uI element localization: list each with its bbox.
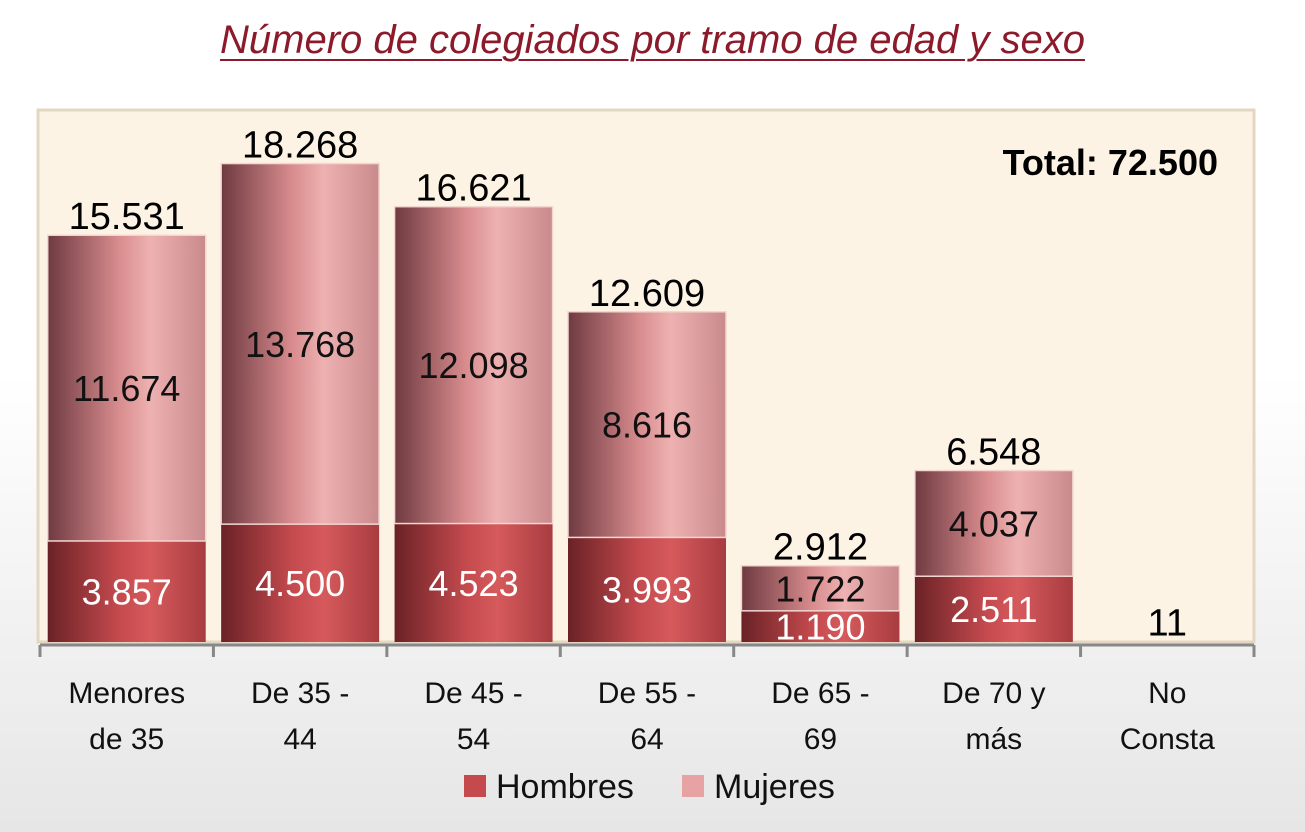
data-label-hombres: 2.511 bbox=[950, 589, 1037, 630]
bar-mujeres bbox=[220, 162, 380, 525]
bar-hombres bbox=[741, 610, 900, 642]
x-tick-label: De 55 - bbox=[598, 677, 696, 710]
data-label-total: 2.912 bbox=[773, 527, 868, 569]
data-label-total: 18.268 bbox=[242, 125, 358, 167]
x-tick-label: Menores bbox=[68, 677, 185, 710]
data-label-hombres: 3.993 bbox=[602, 570, 692, 611]
x-tick-label: De 35 - bbox=[251, 677, 349, 710]
legend-label: Mujeres bbox=[714, 768, 835, 806]
bar-mujeres bbox=[46, 234, 207, 542]
data-label-total: 12.609 bbox=[589, 273, 705, 315]
data-label-hombres: 1.190 bbox=[775, 606, 865, 647]
x-tick-label: Consta bbox=[1120, 723, 1215, 756]
data-label-hombres: 4.523 bbox=[429, 563, 519, 604]
x-tick-label: 44 bbox=[283, 723, 316, 756]
x-tick-label: De 70 y bbox=[942, 677, 1045, 710]
bar-hombres bbox=[47, 540, 206, 642]
data-label-mujeres: 8.616 bbox=[602, 405, 692, 446]
data-label-hombres: 3.857 bbox=[82, 571, 172, 612]
data-label-hombres: 4.500 bbox=[255, 563, 345, 604]
bar-mujeres bbox=[914, 469, 1074, 577]
data-label-total: 11 bbox=[1148, 603, 1187, 645]
total-label: Total: 72.500 bbox=[1003, 142, 1218, 183]
bar-hombres bbox=[394, 523, 553, 642]
x-tick-label: más bbox=[966, 723, 1023, 756]
x-tick-label: 54 bbox=[457, 723, 490, 756]
x-tick-label: 64 bbox=[630, 723, 663, 756]
bar-hombres bbox=[221, 524, 380, 642]
data-label-mujeres: 13.768 bbox=[245, 324, 355, 365]
data-label-mujeres: 12.098 bbox=[419, 345, 529, 386]
legend-swatch bbox=[464, 775, 486, 797]
x-tick-label: No bbox=[1148, 677, 1186, 710]
data-label-total: 16.621 bbox=[415, 168, 531, 210]
data-label-total: 6.548 bbox=[946, 432, 1041, 474]
bar-hombres bbox=[568, 537, 726, 642]
bar-mujeres bbox=[740, 564, 901, 612]
chart-title: Número de colegiados por tramo de edad y… bbox=[220, 18, 1085, 62]
x-tick-label: De 45 - bbox=[424, 677, 522, 710]
data-label-mujeres: 1.722 bbox=[775, 568, 865, 609]
bar-hombres bbox=[914, 576, 1073, 642]
data-label-mujeres: 4.037 bbox=[949, 503, 1039, 544]
legend-label: Hombres bbox=[496, 768, 634, 806]
data-label-total: 15.531 bbox=[69, 196, 185, 238]
x-tick-label: 69 bbox=[804, 723, 837, 756]
x-tick-label: de 35 bbox=[89, 723, 164, 756]
x-tick-label: De 65 - bbox=[771, 677, 869, 710]
bar-mujeres bbox=[393, 205, 554, 525]
bar-mujeres bbox=[567, 311, 727, 539]
data-label-mujeres: 11.674 bbox=[73, 368, 180, 409]
legend-swatch bbox=[682, 775, 704, 797]
